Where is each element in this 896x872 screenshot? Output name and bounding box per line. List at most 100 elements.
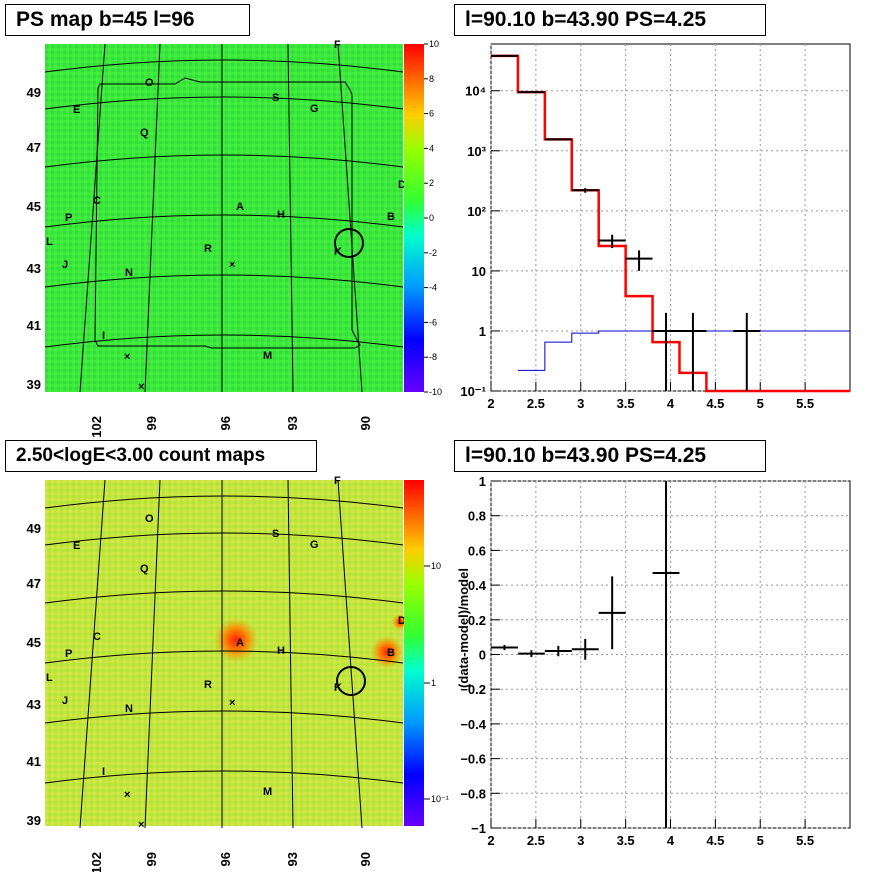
count-map-panel: × × × F O S G E Q D C A H B PL R K J N I M 102 99 96 93 90 39 4… (27, 475, 449, 872)
residual-y-tick-label: 0.4 (468, 578, 487, 593)
residual-frame (490, 480, 851, 829)
count-map-source-label: J (62, 695, 68, 707)
ps-map-parallel (44, 274, 404, 288)
count-map-colorbar-label: 10⁻¹ (431, 794, 449, 804)
count-map-x-tick-label: 93 (285, 852, 300, 866)
ps-map-colorbar-label: 0 (429, 213, 434, 223)
count-map-source-label: P (65, 648, 72, 660)
residual-x-tick-label: 3.5 (617, 833, 635, 848)
ps-map-colorbar-label: -10 (429, 387, 442, 397)
ps-map-source-label: J (62, 259, 68, 271)
spectrum-y-tick-label: 1 (479, 324, 486, 339)
ps-map-source-label: F (334, 39, 341, 51)
ps-map-parallel (44, 59, 404, 73)
ps-map-meridian (287, 43, 294, 393)
ps-map-source-label: R (204, 243, 212, 255)
ps-map-meridian (79, 43, 106, 393)
count-map-source-label: A (236, 637, 244, 649)
ps-map-colorbar-label: -2 (429, 248, 437, 258)
ps-map-x-tick-label: 99 (144, 416, 159, 430)
count-map-x-tick-label: 99 (144, 852, 159, 866)
ps-map-cross-marker: × (124, 351, 130, 363)
count-map-source-label: H (277, 645, 285, 657)
residual-x-tick-label: 5 (757, 833, 764, 848)
ps-map-colorbar-label: 10 (429, 39, 439, 49)
ps-map-source-label: P (65, 212, 72, 224)
residual-x-tick-label: 2 (487, 833, 494, 848)
ps-map-colorbar (404, 44, 424, 392)
spectrum-y-tick-label: 10 (472, 264, 486, 279)
ps-map-source-labels: F O S G E Q D C A H B PL R K J N I M (46, 39, 406, 362)
count-map-x-tick-label: 90 (358, 852, 373, 866)
count-map-y-tick-label: 47 (27, 576, 41, 591)
ps-map-x-tick-label: 90 (358, 416, 373, 430)
residual-y-tick-label: 0.2 (468, 613, 486, 628)
residual-y-tick-label: −0.4 (460, 717, 486, 732)
ps-map-colorbar-label: -6 (429, 317, 437, 327)
ps-map-source-label: O (145, 77, 154, 89)
residual-y-axis-label: (data-model)/model (456, 568, 471, 688)
ps-map-parallel (44, 96, 404, 110)
count-map-x-tick-label: 102 (89, 852, 104, 872)
count-map-source-label: E (73, 540, 80, 552)
ps-map-meridian (144, 43, 161, 393)
ps-map-source-label: S (272, 92, 279, 104)
ps-map-y-tick-label: 41 (27, 318, 41, 333)
ps-map-y-tick-label: 39 (27, 377, 41, 392)
spectrum-background-line (517, 330, 850, 371)
ps-map-y-tick-label: 47 (27, 140, 41, 155)
count-map-y-tick-label: 45 (27, 635, 41, 650)
residual-y-tick-label: 1 (479, 474, 486, 489)
ps-map-colorbar-label: 2 (429, 178, 434, 188)
ps-map-source-label: E (73, 104, 80, 116)
ps-map-source-label: C (93, 195, 101, 207)
spectrum-x-tick-label: 2.5 (527, 396, 545, 411)
count-map-cross-marker: × (124, 789, 130, 801)
ps-map-source-label: H (277, 209, 285, 221)
count-map-source-label: F (334, 475, 341, 487)
residual-panel: 2 2.5 3 3.5 4 4.5 5 5.5 −1 −0.8 −0.6 −0.4 −0.2 0 0.2 0.… (456, 474, 851, 848)
spectrum-y-tick-label: 10² (467, 204, 486, 219)
count-map-grid (44, 479, 404, 829)
residual-axes: 2 2.5 3 3.5 4 4.5 5 5.5 −1 −0.8 −0.6 −0.4 −0.2 0 0.2 0.… (460, 474, 814, 848)
ps-map-axes: 102 99 96 93 90 39 41 43 45 47 49 (27, 85, 373, 438)
count-map-source-label: I (102, 766, 105, 778)
spectrum-x-tick-label: 4.5 (706, 396, 724, 411)
count-map-parallel (44, 770, 404, 784)
ps-map-region-outline (94, 77, 361, 349)
ps-map-colorbar-label: 4 (429, 143, 434, 153)
residual-y-tick-label: 0 (479, 648, 486, 663)
ps-map-grid (44, 43, 404, 393)
ps-map-source-label: M (263, 350, 272, 362)
count-map-y-tick-label: 39 (27, 813, 41, 828)
ps-map-y-tick-label: 49 (27, 85, 41, 100)
ps-map-y-tick-label: 45 (27, 199, 41, 214)
ps-map-colorbar-label: -8 (429, 352, 437, 362)
spectrum-title: l=90.10 b=43.90 PS=4.25 (454, 4, 766, 36)
residual-x-tick-label: 5.5 (796, 833, 814, 848)
spectrum-x-tick-label: 3 (577, 396, 584, 411)
ps-map-colorbar-label: 6 (429, 109, 434, 119)
spectrum-frame (490, 43, 851, 392)
ps-map-parallel (44, 154, 404, 168)
count-map-source-label: B (387, 647, 395, 659)
count-map-source-label: M (263, 786, 272, 798)
count-map-cross-marker: × (138, 819, 144, 831)
residual-title: l=90.10 b=43.90 PS=4.25 (454, 440, 766, 472)
ps-map-target-circle (334, 228, 364, 258)
count-map-colorbar (404, 480, 424, 826)
residual-series (491, 481, 680, 828)
count-map-source-label: L (46, 672, 53, 684)
spectrum-series (491, 54, 850, 393)
count-map-meridian (79, 479, 106, 829)
residual-y-tick-label: −0.8 (460, 786, 486, 801)
residual-y-tick-label: −1 (471, 821, 486, 836)
residual-x-tick-label: 4.5 (706, 833, 724, 848)
count-map-axes: 102 99 96 93 90 39 41 43 45 47 49 (27, 521, 373, 872)
count-map-parallel (44, 532, 404, 546)
residual-y-tick-label: −0.6 (460, 752, 486, 767)
ps-map-colorbar-label: 8 (429, 74, 434, 84)
ps-map-parallel (44, 334, 404, 348)
spectrum-x-tick-label: 2 (487, 396, 494, 411)
count-map-y-tick-label: 49 (27, 521, 41, 536)
